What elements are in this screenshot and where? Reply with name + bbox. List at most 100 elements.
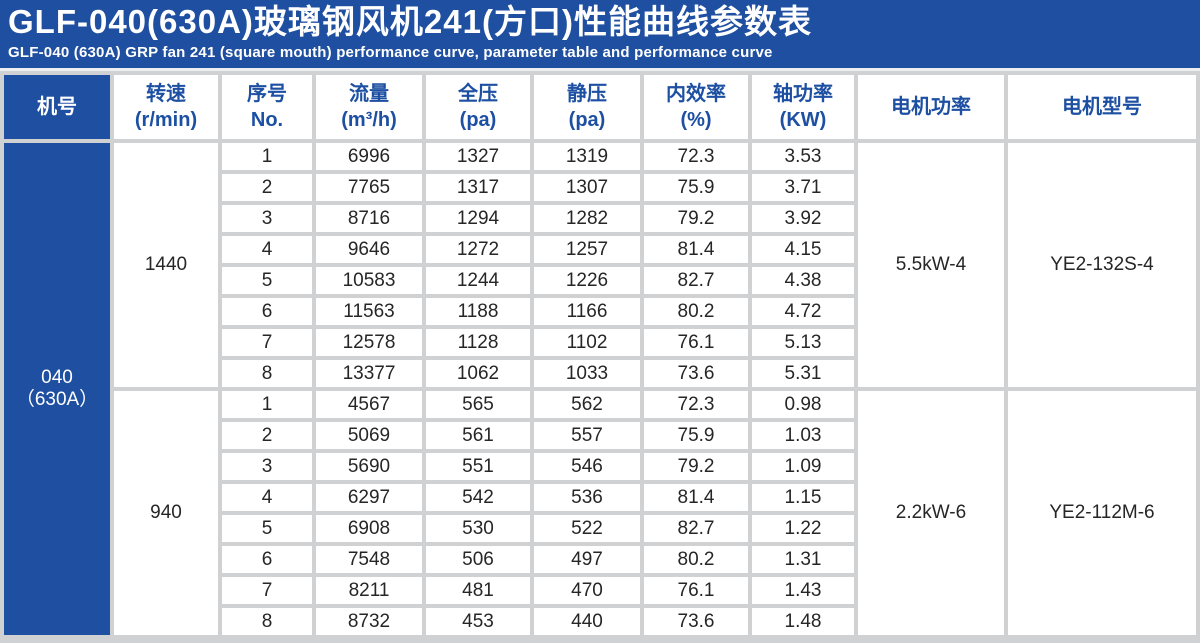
cell-total-pressure: 453 xyxy=(426,608,530,635)
cell-shaft-power: 1.48 xyxy=(752,608,854,635)
header-line: 内效率 xyxy=(666,83,726,105)
cell-shaft-power: 1.03 xyxy=(752,422,854,449)
cell-efficiency: 76.1 xyxy=(644,577,748,604)
header-line: (pa) xyxy=(568,109,606,131)
header-line: (%) xyxy=(680,109,712,131)
cell-flow: 5690 xyxy=(316,453,422,480)
cell-efficiency: 80.2 xyxy=(644,298,748,325)
col-header-efficiency: 内效率 (%) xyxy=(644,75,748,139)
header-line: 静压 xyxy=(567,83,607,105)
cell-static-pressure: 522 xyxy=(534,515,640,542)
cell-static-pressure: 1307 xyxy=(534,174,640,201)
cell-flow: 6908 xyxy=(316,515,422,542)
cell-static-pressure: 546 xyxy=(534,453,640,480)
cell-flow: 10583 xyxy=(316,267,422,294)
table-row: 4 6297 542 536 81.4 1.15 xyxy=(4,484,1196,511)
cell-total-pressure: 1272 xyxy=(426,236,530,263)
header-row: 机号 转速 (r/min) 序号 No. 流量 (m³/h) 全压 (pa) xyxy=(4,75,1196,139)
cell-shaft-power: 3.53 xyxy=(752,143,854,170)
header-line: 序号 xyxy=(247,83,287,105)
cell-static-pressure: 497 xyxy=(534,546,640,573)
cell-static-pressure: 1033 xyxy=(534,360,640,387)
cell-shaft-power: 4.15 xyxy=(752,236,854,263)
speed-cell: 940 xyxy=(114,391,218,635)
page-title: GLF-040(630A)玻璃钢风机241(方口)性能曲线参数表 xyxy=(8,3,812,40)
cell-no: 7 xyxy=(222,329,312,356)
cell-flow: 5069 xyxy=(316,422,422,449)
cell-flow: 7548 xyxy=(316,546,422,573)
header-line: 全压 xyxy=(458,83,498,105)
table-row: 5 6908 530 522 82.7 1.22 xyxy=(4,515,1196,542)
cell-flow: 7765 xyxy=(316,174,422,201)
cell-total-pressure: 561 xyxy=(426,422,530,449)
table-row: 040 （630A） 1440 1 6996 1327 1319 72.3 3.53 5.5kW-… xyxy=(4,143,1196,635)
cell-flow: 8732 xyxy=(316,608,422,635)
header-line: (r/min) xyxy=(134,109,198,131)
header-line: 转速 xyxy=(146,83,186,105)
table-row: 940 1 4567 565 562 72.3 0.98 2.2kW-6 YE2-112M-6 xyxy=(4,391,1196,635)
cell-shaft-power: 4.38 xyxy=(752,267,854,294)
cell-shaft-power: 5.31 xyxy=(752,360,854,387)
table-row: 4 9646 1272 1257 81.4 4.15 xyxy=(4,236,1196,263)
cell-no: 5 xyxy=(222,515,312,542)
cell-no: 1 xyxy=(222,143,312,170)
col-header-static-pressure: 静压 (pa) xyxy=(534,75,640,139)
cell-shaft-power: 1.09 xyxy=(752,453,854,480)
cell-total-pressure: 1062 xyxy=(426,360,530,387)
cell-total-pressure: 1327 xyxy=(426,143,530,170)
cell-efficiency: 79.2 xyxy=(644,453,748,480)
header-line: 流量 xyxy=(349,83,389,105)
cell-flow: 9646 xyxy=(316,236,422,263)
cell-static-pressure: 557 xyxy=(534,422,640,449)
col-header-speed: 转速 (r/min) xyxy=(114,75,218,139)
machine-no-cell: 040 （630A） xyxy=(4,143,110,635)
table-row: 2 7765 1317 1307 75.9 3.71 xyxy=(4,174,1196,201)
header-line: 轴功率 xyxy=(773,83,833,105)
performance-table: 机号 转速 (r/min) 序号 No. 流量 (m³/h) 全压 (pa) xyxy=(0,71,1200,639)
table-row: 6 7548 506 497 80.2 1.31 xyxy=(4,546,1196,573)
cell-flow: 4567 xyxy=(316,391,422,418)
col-header-total-pressure: 全压 (pa) xyxy=(426,75,530,139)
cell-flow: 11563 xyxy=(316,298,422,325)
cell-efficiency: 82.7 xyxy=(644,515,748,542)
cell-no: 2 xyxy=(222,422,312,449)
table-row: 8 13377 1062 1033 73.6 5.31 xyxy=(4,360,1196,387)
table-row: 3 5690 551 546 79.2 1.09 xyxy=(4,453,1196,480)
header-line: (KW) xyxy=(779,109,827,131)
cell-efficiency: 79.2 xyxy=(644,205,748,232)
table-row: 5 10583 1244 1226 82.7 4.38 xyxy=(4,267,1196,294)
machine-no-line: 040 xyxy=(41,367,73,388)
table-row: 2 5069 561 557 75.9 1.03 xyxy=(4,422,1196,449)
speed-cell: 1440 xyxy=(114,143,218,387)
title-banner: GLF-040(630A)玻璃钢风机241(方口)性能曲线参数表 GLF-040… xyxy=(0,0,1200,71)
header-line: (pa) xyxy=(459,109,497,131)
cell-efficiency: 72.3 xyxy=(644,391,748,418)
cell-static-pressure: 562 xyxy=(534,391,640,418)
col-header-no: 序号 No. xyxy=(222,75,312,139)
cell-efficiency: 80.2 xyxy=(644,546,748,573)
cell-static-pressure: 1319 xyxy=(534,143,640,170)
cell-total-pressure: 565 xyxy=(426,391,530,418)
cell-shaft-power: 1.31 xyxy=(752,546,854,573)
col-header-machine-no: 机号 xyxy=(4,75,110,139)
cell-shaft-power: 1.43 xyxy=(752,577,854,604)
cell-static-pressure: 1102 xyxy=(534,329,640,356)
cell-flow: 8716 xyxy=(316,205,422,232)
cell-efficiency: 76.1 xyxy=(644,329,748,356)
cell-flow: 13377 xyxy=(316,360,422,387)
cell-efficiency: 81.4 xyxy=(644,236,748,263)
table-body: 040 （630A） 1440 1 6996 1327 1319 72.3 3.53 5.5kW-… xyxy=(4,143,1196,635)
cell-static-pressure: 1166 xyxy=(534,298,640,325)
col-header-flow: 流量 (m³/h) xyxy=(316,75,422,139)
cell-total-pressure: 551 xyxy=(426,453,530,480)
table-row: 8 8732 453 440 73.6 1.48 xyxy=(4,608,1196,635)
cell-efficiency: 82.7 xyxy=(644,267,748,294)
col-header-motor-power: 电机功率 xyxy=(858,75,1004,139)
cell-total-pressure: 506 xyxy=(426,546,530,573)
cell-flow: 12578 xyxy=(316,329,422,356)
table-row: 7 12578 1128 1102 76.1 5.13 xyxy=(4,329,1196,356)
table-row: 3 8716 1294 1282 79.2 3.92 xyxy=(4,205,1196,232)
motor-power-cell: 5.5kW-4 xyxy=(858,143,1004,387)
cell-shaft-power: 3.71 xyxy=(752,174,854,201)
cell-static-pressure: 1282 xyxy=(534,205,640,232)
